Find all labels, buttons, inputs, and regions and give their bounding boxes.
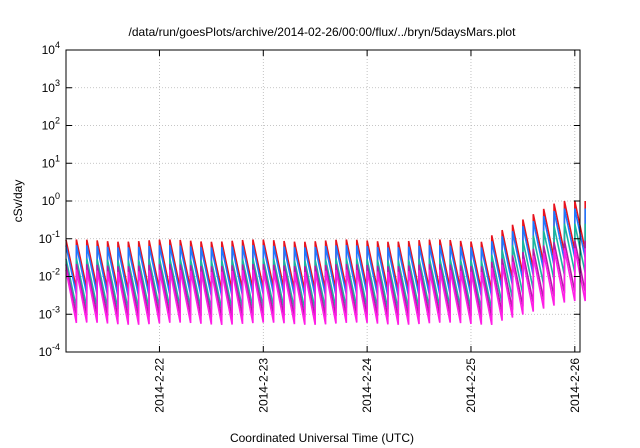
y-tick-label: 10-2 <box>39 267 60 284</box>
y-tick-label: 10-4 <box>39 342 60 359</box>
series-group <box>65 200 586 325</box>
chart-title: /data/run/goesPlots/archive/2014-02-26/0… <box>129 25 517 39</box>
x-tick-label: 2014-2-24 <box>360 358 374 413</box>
x-tick-label: 2014-2-26 <box>568 358 582 413</box>
y-tick-label: 10-3 <box>39 304 60 321</box>
x-tick-label: 2014-2-23 <box>256 358 270 413</box>
x-tick-label: 2014-2-22 <box>152 358 166 413</box>
y-tick-label: 103 <box>42 78 60 95</box>
x-axis: 2014-2-22 2014-2-23 2014-2-24 2014-2-25 2014… <box>152 50 582 413</box>
x-axis-label: Coordinated Universal Time (UTC) <box>230 431 414 445</box>
y-tick-label: 100 <box>42 191 60 208</box>
series-line <box>65 240 586 318</box>
y-tick-label: 101 <box>42 153 60 170</box>
y-tick-label: 102 <box>42 116 60 133</box>
y-axis-label: cSv/day <box>11 180 25 223</box>
y-tick-label: 104 <box>42 40 60 57</box>
y-tick-label: 10-1 <box>39 229 60 246</box>
series-line <box>65 248 586 325</box>
y-axis: 10-4 10-3 10-2 10-1 100 101 102 103 104 <box>39 40 580 359</box>
x-tick-label: 2014-2-25 <box>464 358 478 413</box>
